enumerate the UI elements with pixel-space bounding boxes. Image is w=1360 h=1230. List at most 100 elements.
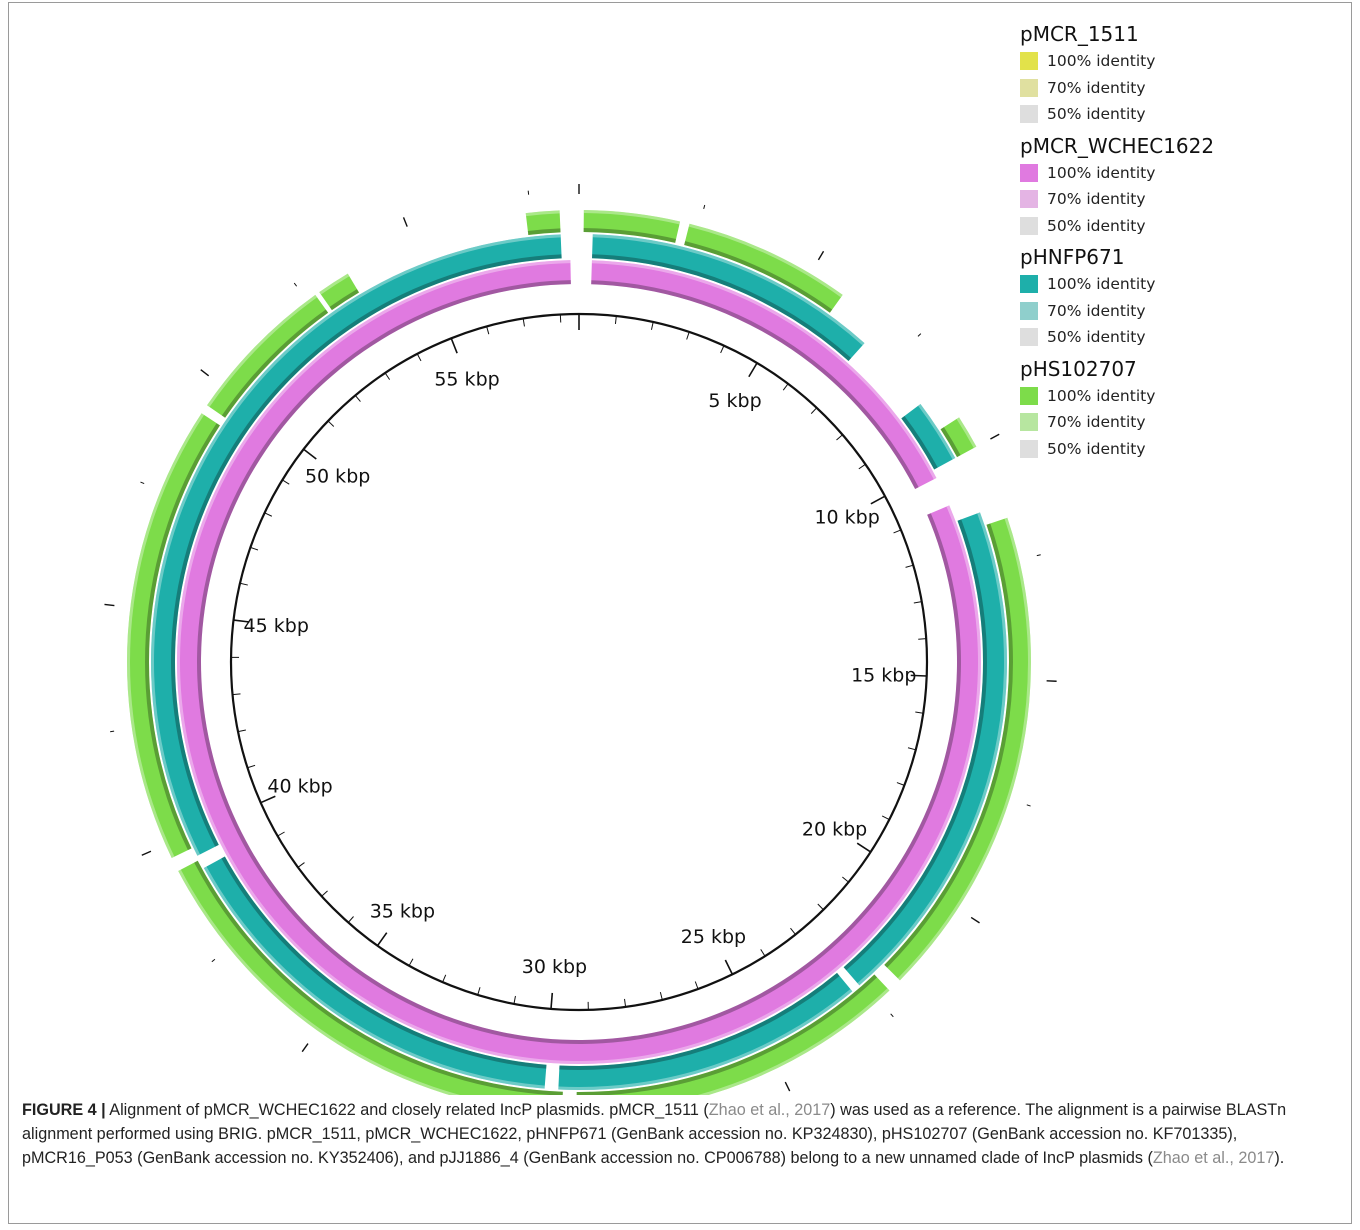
tick-label: 10 kbp (814, 507, 879, 529)
legend-group: pHS102707 100% identity 70% identity 50% id… (1020, 355, 1340, 463)
backbone-tick (905, 564, 914, 568)
backbone-tick (614, 315, 617, 325)
ring-segment-highlight (558, 989, 853, 1090)
ring-segment-edge (901, 416, 938, 470)
ring-segment (884, 517, 1031, 981)
backbone-tick (354, 395, 361, 402)
outer-tick (200, 369, 210, 377)
backbone-tick (856, 842, 872, 853)
tick-label: 30 kbp (522, 956, 587, 978)
ring-segment-edge (171, 254, 562, 847)
ring-segment-highlight (857, 512, 1008, 986)
backbone-tick (720, 345, 725, 354)
legend-item: 70% identity (1020, 298, 1340, 325)
outer-tick (301, 1043, 309, 1053)
citation-link[interactable]: Zhao et al., 2017 (1152, 1149, 1275, 1167)
tick-label: 45 kbp (244, 615, 309, 637)
backbone-tick (918, 638, 927, 640)
ring-segment (150, 234, 562, 856)
backbone-tick (347, 916, 354, 923)
legend-label: 70% identity (1047, 78, 1146, 97)
backbone-tick (881, 815, 890, 821)
legend-swatch (1020, 275, 1038, 294)
backbone-tick (442, 974, 447, 983)
tick-label: 5 kbp (708, 390, 761, 412)
outer-tick (1026, 804, 1031, 807)
backbone-tick (836, 434, 843, 441)
ring-segment-highlight (525, 210, 560, 217)
backbone-circle (229, 312, 929, 1012)
figure-caption: FIGURE 4 | Alignment of pMCR_WCHEC1622 a… (22, 1098, 1338, 1170)
ring-pmcr-wchec1622 (176, 260, 981, 1064)
legend-group: pMCR_1511 100% identity 70% identity 50% id… (1020, 20, 1340, 128)
backbone-tick (408, 958, 414, 966)
ring-phnfp671 (150, 234, 1008, 1090)
legend-item: 70% identity (1020, 75, 1340, 102)
legend-swatch (1020, 216, 1038, 235)
backbone-tick (376, 932, 388, 947)
backbone-tick (237, 729, 246, 733)
outer-tick (1036, 554, 1041, 557)
ring-segment-edge (583, 228, 677, 243)
tick-label: 20 kbp (802, 818, 867, 840)
outer-tick (917, 333, 922, 337)
backbone-tick (907, 747, 916, 751)
backbone-tick (858, 463, 866, 470)
outer-tick (402, 217, 408, 227)
legend-swatch (1020, 52, 1038, 71)
legend-swatch (1020, 386, 1038, 405)
ring-segment-edge (940, 427, 961, 458)
backbone-tick (303, 448, 317, 460)
legend-label: 50% identity (1047, 439, 1146, 458)
backbone-tick (239, 582, 248, 586)
tick-label: 25 kbp (681, 926, 746, 948)
legend-item: 70% identity (1020, 409, 1340, 436)
legend-swatch (1020, 105, 1038, 124)
tick-label: 40 kbp (267, 775, 332, 797)
caption-text: ). (1274, 1149, 1285, 1167)
backbone-tick (416, 353, 422, 362)
legend-item: 50% identity (1020, 213, 1340, 240)
backbone-tick (513, 995, 516, 1004)
backbone-tick (810, 407, 818, 414)
ring-segment-highlight (918, 403, 956, 460)
outer-tick (890, 1013, 894, 1018)
backbone-tick (842, 876, 849, 883)
legend-item: 100% identity (1020, 48, 1340, 75)
figure-frame (8, 2, 1352, 1224)
ring-segment-edge (684, 241, 833, 313)
outer-tick (211, 958, 216, 963)
backbone-tick (817, 903, 824, 911)
citation-link[interactable]: Zhao et al., 2017 (708, 1101, 831, 1119)
ring-segment-highlight (583, 210, 681, 225)
legend-item: 70% identity (1020, 186, 1340, 213)
ring-phs102707 (126, 210, 1031, 1095)
legend-item: 50% identity (1020, 101, 1340, 128)
legend-title: pMCR_WCHEC1622 (1020, 133, 1215, 158)
backbone-tick (250, 546, 259, 551)
ring-segment (940, 417, 977, 458)
ring-segment (178, 860, 563, 1095)
ring-segment-edge (329, 289, 360, 311)
figure-label: FIGURE 4 | (22, 1101, 106, 1119)
ring-segment-highlight (319, 273, 350, 295)
tick-label: 15 kbp (851, 664, 916, 686)
identity-legend: pMCR_1511 100% identity 70% identity 50% id… (1020, 20, 1340, 466)
tick-label: 50 kbp (305, 466, 370, 488)
outer-tick (140, 481, 145, 485)
backbone-tick (297, 862, 305, 868)
backbone-tick (915, 711, 924, 714)
legend-item: 50% identity (1020, 436, 1340, 463)
legend-label: 100% identity (1047, 275, 1156, 294)
ring-segment (319, 273, 360, 311)
ring-segment (207, 294, 329, 418)
outer-tick (970, 916, 980, 924)
ring-segment (576, 974, 890, 1095)
backbone-tick (321, 890, 328, 897)
ring-segment-edge (221, 309, 329, 418)
ring-segment (592, 234, 865, 362)
backbone-tick (790, 927, 796, 935)
ring-segment (558, 972, 853, 1090)
backbone-tick (477, 987, 481, 996)
legend-swatch (1020, 301, 1038, 320)
